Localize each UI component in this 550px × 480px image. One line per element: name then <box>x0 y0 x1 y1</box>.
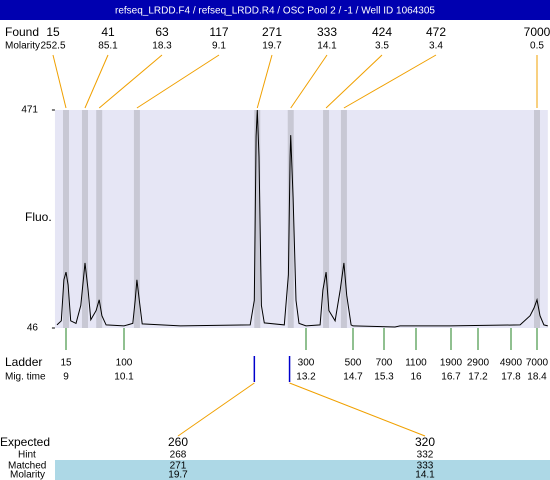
hint-label: Hint <box>18 450 36 461</box>
y-axis-label: Fluo. <box>25 210 52 224</box>
expected-matched: 333 <box>417 461 434 472</box>
found-connector <box>325 54 383 109</box>
found-molarity: 3.4 <box>429 41 443 52</box>
found-molarity: 85.1 <box>98 41 118 52</box>
peak-band <box>63 110 69 328</box>
title-bar <box>0 0 550 20</box>
found-connector <box>136 54 220 109</box>
ladder-size: 2900 <box>467 358 490 369</box>
found-size: 7000 <box>524 25 550 39</box>
mig-time-label: Mig. time <box>5 372 46 383</box>
ladder-time: 17.8 <box>501 372 521 383</box>
expected-size: 320 <box>415 435 435 449</box>
ladder-size: 500 <box>345 358 362 369</box>
ladder-time: 15.3 <box>374 372 394 383</box>
peak-band <box>534 110 540 328</box>
ladder-time: 16 <box>410 372 422 383</box>
found-size: 333 <box>317 25 337 39</box>
peak-band <box>323 110 330 328</box>
found-molarity: 14.1 <box>317 41 337 52</box>
ladder-size: 7000 <box>526 358 549 369</box>
ladder-size: 15 <box>60 358 72 369</box>
ladder-size: 1100 <box>405 358 427 369</box>
found-connector <box>52 54 67 109</box>
molarity-label: Molarity <box>5 41 40 52</box>
ladder-time: 17.2 <box>468 372 488 383</box>
found-size: 41 <box>101 25 115 39</box>
expected-size: 260 <box>168 435 188 449</box>
found-size: 117 <box>209 25 228 39</box>
expected-label: Expected <box>0 435 50 449</box>
plot-area <box>54 110 548 328</box>
trace <box>56 109 548 328</box>
y-tick-label: 46 <box>27 323 39 334</box>
expected-hint: 268 <box>170 450 187 461</box>
matched-row <box>55 460 550 480</box>
found-molarity: 252.5 <box>40 41 65 52</box>
found-molarity: 3.5 <box>375 41 389 52</box>
ladder-time: 16.7 <box>441 372 461 383</box>
chart-title: refseq_LRDD.F4 / refseq_LRDD.R4 / OSC Po… <box>115 6 435 17</box>
found-molarity: 18.3 <box>152 41 172 52</box>
found-connector <box>343 54 437 109</box>
ladder-size: 100 <box>116 358 133 369</box>
ladder-time: 13.2 <box>296 372 316 383</box>
found-molarity: 0.5 <box>530 41 544 52</box>
expected-molarity: 14.1 <box>415 470 435 480</box>
matched-label: Matched <box>8 461 46 472</box>
expected-connector <box>289 382 426 437</box>
found-connector <box>98 54 163 109</box>
peak-band <box>81 110 88 328</box>
found-size: 472 <box>426 25 446 39</box>
peak-band <box>340 110 347 328</box>
peak-band <box>254 110 261 328</box>
found-connector <box>84 54 109 109</box>
expected-connector <box>177 382 255 437</box>
found-size: 63 <box>155 25 169 39</box>
y-tick-label: 471 <box>21 105 38 116</box>
expected-hint: 332 <box>417 450 434 461</box>
ladder-size: 1900 <box>440 358 463 369</box>
ladder-time: 9 <box>63 372 69 383</box>
ladder-size: 4900 <box>500 358 523 369</box>
found-size: 424 <box>372 25 392 39</box>
found-size: 15 <box>46 25 60 39</box>
expected-molarity-label: Molarity <box>10 470 45 480</box>
found-connector <box>290 54 328 109</box>
ladder-time: 10.1 <box>114 372 134 383</box>
ladder-time: 18.4 <box>527 372 547 383</box>
peak-band <box>133 110 140 328</box>
peak-band <box>96 110 103 328</box>
ladder-time: 14.7 <box>343 372 363 383</box>
ladder-label: Ladder <box>5 355 42 369</box>
found-molarity: 19.7 <box>262 41 282 52</box>
expected-matched: 271 <box>170 461 187 472</box>
ladder-size: 700 <box>376 358 393 369</box>
peak-band <box>287 110 294 328</box>
ladder-size: 300 <box>298 358 315 369</box>
found-label: Found <box>5 25 39 39</box>
found-connector <box>256 54 273 109</box>
found-molarity: 9.1 <box>212 41 226 52</box>
expected-molarity: 19.7 <box>168 470 188 480</box>
found-size: 271 <box>262 25 282 39</box>
